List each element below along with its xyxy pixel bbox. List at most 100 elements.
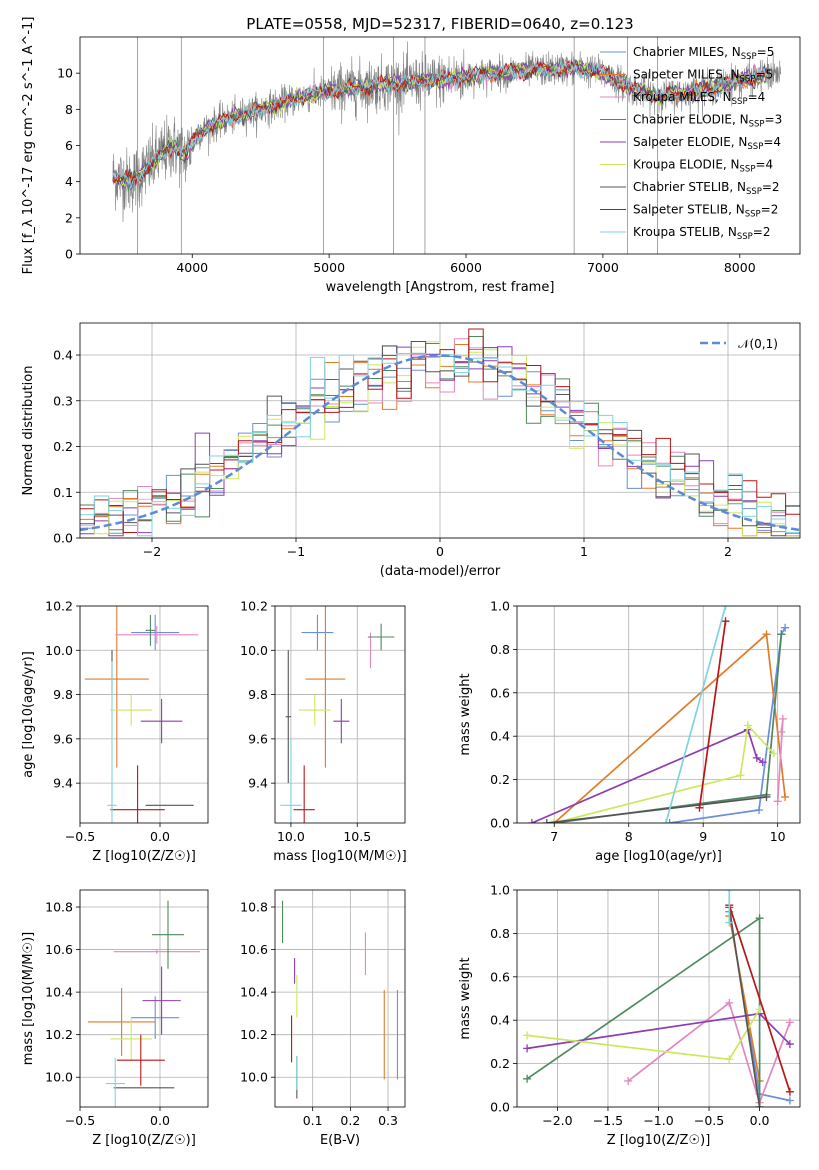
- weight-marker-chabrier_stelib: [762, 792, 771, 801]
- residual-histogram-axes: −2 −1 0 1 2 0.0 0.1 0.2 0.3 0.4: [53, 323, 800, 559]
- weight-line-salpeter_stelib: [728, 904, 791, 1093]
- legend-text: Salpeter ELODIE, N: [633, 135, 747, 149]
- age-vs-Z-plot: [84, 606, 199, 823]
- mass-vs-EBV-frame: [274, 889, 406, 1108]
- y-tick-label: 10: [57, 66, 73, 81]
- weight-marker-kroupa_elodie: [743, 721, 752, 730]
- x-tick-label: −2: [143, 544, 161, 559]
- legend-label-kroupa_elodie: Kroupa ELODIE, NSSP=4: [633, 158, 773, 175]
- weight-marker-chabrier_elodie: [523, 1074, 532, 1083]
- legend-sub: SSP: [732, 97, 748, 107]
- legend-sub: SSP: [740, 165, 756, 175]
- x-tick-label: −1.0: [643, 1113, 673, 1128]
- mass-weight-vs-age-xlabel: age [log10(age/yr)]: [595, 849, 722, 864]
- y-tick-label: 0: [65, 247, 73, 262]
- mass-weight-vs-age-ylabel: mass weight: [458, 673, 473, 755]
- y-tick-label: 0.4: [490, 1013, 510, 1028]
- mass-vs-Z-axes: −0.5 0.0 10.0 10.2 10.4 10.6 10.8: [45, 890, 208, 1128]
- x-tick-label: −0.5: [65, 829, 95, 844]
- age-vs-mass-frame: [274, 605, 406, 824]
- legend-suffix: =4: [763, 135, 781, 149]
- legend-text: Salpeter STELIB, N: [633, 203, 745, 217]
- y-tick-label: 0.2: [53, 439, 73, 454]
- y-tick-label: 8: [65, 102, 73, 117]
- legend-text: Salpeter MILES, N: [633, 68, 740, 82]
- spectrum-xlabel: wavelength [Angstrom, rest frame]: [326, 280, 555, 295]
- weight-marker-salpeter_stelib: [785, 1087, 794, 1096]
- weight-marker-kroupa_miles: [773, 797, 782, 806]
- y-tick-label: 9.6: [53, 731, 73, 746]
- legend-sub: SSP: [741, 52, 757, 62]
- weight-marker-salpeter_elodie: [752, 753, 761, 762]
- spectrum-plot: [112, 37, 782, 254]
- x-tick-label: 0.0: [150, 1113, 170, 1128]
- y-tick-label: 10.0: [240, 643, 268, 658]
- y-tick-label: 10.4: [240, 985, 268, 1000]
- legend-label-salpeter_stelib: Salpeter STELIB, NSSP=2: [633, 203, 778, 220]
- legend-suffix: =4: [748, 90, 766, 104]
- legend-suffix: =3: [765, 113, 783, 127]
- y-tick-label: 10.2: [45, 599, 73, 614]
- legend-label-salpeter_miles: Salpeter MILES, NSSP=5: [633, 68, 773, 85]
- x-tick-label: −0.5: [694, 1113, 724, 1128]
- legend-text: Chabrier ELODIE, N: [633, 113, 749, 127]
- x-tick-label: −0.5: [65, 1113, 95, 1128]
- weight-marker-kroupa_elodie: [769, 749, 778, 758]
- x-tick-label: 0: [436, 544, 444, 559]
- weight-marker-chabrier_miles: [785, 1096, 794, 1105]
- weight-marker-kroupa_elodie: [550, 819, 559, 823]
- x-tick-label: 4000: [176, 260, 208, 275]
- weight-line-kroupa_elodie: [553, 723, 775, 823]
- mass-weight-vs-age-frame: [516, 605, 801, 824]
- y-tick-label: 2: [65, 210, 73, 225]
- x-tick-label: 6000: [450, 260, 482, 275]
- x-tick-label: 0.1: [303, 1113, 323, 1128]
- weight-marker-chabrier_miles: [781, 623, 790, 632]
- mass-weight-vs-Z-ylabel: mass weight: [458, 957, 473, 1039]
- weight-marker-salpeter_stelib: [721, 617, 730, 626]
- residual-histogram-frame: [79, 322, 801, 539]
- y-tick-label: 0.2: [490, 772, 510, 787]
- legend-label-chabrier_stelib: Chabrier STELIB, NSSP=2: [633, 180, 780, 197]
- mass-weight-vs-Z-xlabel: Z [log10(Z/Z☉)]: [607, 1133, 711, 1148]
- age-vs-Z-ylabel: age [log10(age/yr)]: [21, 651, 36, 778]
- mass-weight-vs-age-axes: 7 8 9 10 0.0 0.2 0.4 0.6 0.8 1.0: [490, 599, 800, 844]
- weight-marker-kroupa_stelib: [725, 890, 734, 894]
- age-vs-Z-xlabel: Z [log10(Z/Z☉)]: [92, 849, 196, 864]
- y-tick-label: 10.2: [240, 1027, 268, 1042]
- y-tick-label: 6: [65, 138, 73, 153]
- x-tick-label: 5000: [313, 260, 345, 275]
- legend-label-kroupa_stelib: Kroupa STELIB, NSSP=2: [633, 225, 771, 242]
- y-tick-label: 0.0: [490, 816, 510, 831]
- weight-line-chabrier_elodie: [526, 916, 761, 1107]
- weight-marker-chabrier_stelib: [542, 819, 551, 823]
- weight-marker-chabrier_elodie: [777, 630, 786, 639]
- mass-vs-EBV-plot: [281, 900, 399, 1099]
- age-vs-mass-xlabel: mass [log10(M/M☉)]: [273, 849, 406, 864]
- age-vs-Z-frame: [79, 605, 209, 824]
- legend-sub: SSP: [737, 232, 753, 242]
- y-tick-label: 10.6: [240, 942, 268, 957]
- weight-marker-salpeter_elodie: [527, 819, 536, 823]
- weight-marker-salpeter_miles: [781, 792, 790, 801]
- y-tick-label: 10.0: [45, 1070, 73, 1085]
- weight-marker-kroupa_elodie: [725, 1055, 734, 1064]
- y-tick-label: 10.2: [240, 599, 268, 614]
- mass-vs-Z-xlabel: Z [log10(Z/Z☉)]: [92, 1133, 196, 1148]
- weight-line-kroupa_elodie: [527, 1008, 761, 1061]
- y-tick-label: 0.0: [53, 531, 73, 546]
- model-spectrum-kroupa_stelib: [112, 60, 767, 190]
- legend-label-chabrier_elodie: Chabrier ELODIE, NSSP=3: [633, 113, 782, 130]
- y-tick-label: 10.0: [240, 1070, 268, 1085]
- x-tick-label: 0.0: [150, 829, 170, 844]
- x-tick-label: −1: [287, 544, 305, 559]
- weight-line-salpeter_stelib: [698, 621, 727, 808]
- weight-marker-salpeter_stelib: [695, 803, 704, 812]
- legend-text: Kroupa STELIB, N: [633, 225, 737, 239]
- weight-marker-chabrier_miles: [665, 819, 674, 823]
- legend-sub: SSP: [749, 120, 765, 130]
- y-tick-label: 10.4: [45, 985, 73, 1000]
- weight-marker-kroupa_stelib: [721, 606, 730, 610]
- weight-marker-salpeter_miles: [762, 630, 771, 639]
